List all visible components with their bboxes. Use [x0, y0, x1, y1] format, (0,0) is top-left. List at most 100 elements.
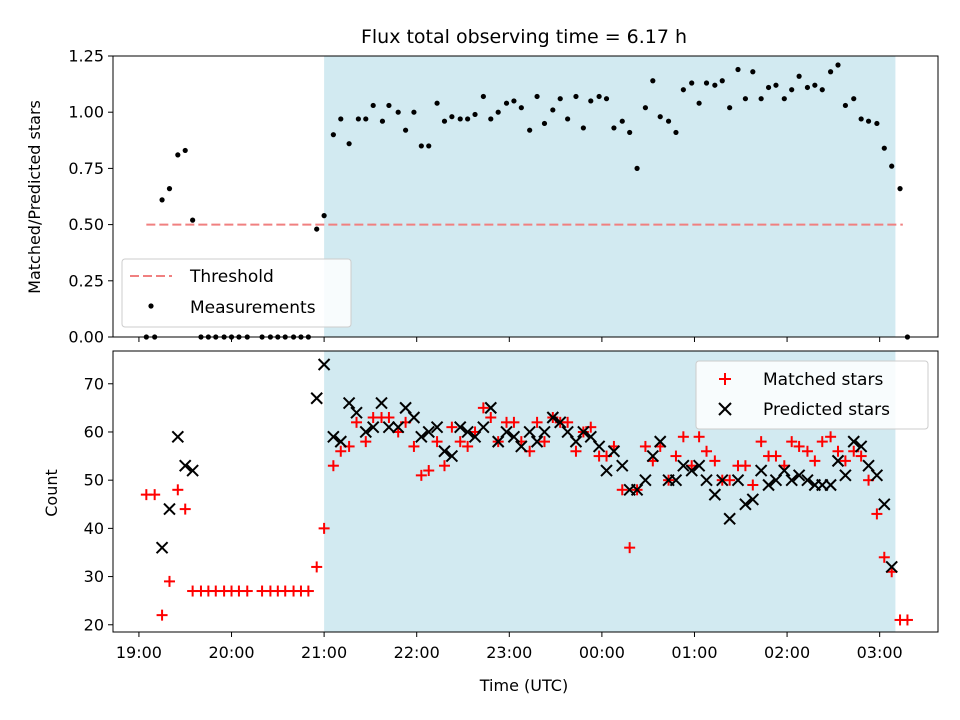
measurement-point: [426, 143, 432, 149]
measurement-point: [858, 116, 864, 122]
measurement-point: [580, 125, 586, 131]
matched-star-points: [140, 402, 913, 626]
measurement-point: [627, 129, 633, 136]
legend-matched-swatch: [719, 373, 731, 385]
top-y-ticks: 0.00 0.25 0.50 0.75 1.00 1.25: [68, 47, 113, 347]
matched-star-point: [770, 450, 782, 462]
matched-star-point: [825, 431, 837, 443]
measurement-point: [321, 213, 327, 219]
predicted-star-point: [854, 440, 868, 453]
matched-star-point: [693, 431, 705, 443]
predicted-star-point: [538, 425, 551, 439]
predicted-star-point: [716, 473, 729, 487]
predicted-star-point: [445, 449, 459, 463]
measurement-point: [881, 145, 887, 151]
predicted-star-point: [477, 420, 490, 434]
measurement-point: [758, 96, 764, 102]
top-plot-frame: [112, 55, 939, 338]
measurement-point: [338, 116, 344, 122]
measurement-point: [159, 197, 165, 203]
measurement-point: [750, 69, 756, 75]
measurement-point: [527, 127, 533, 133]
matched-star-point: [624, 542, 636, 554]
matched-star-point: [839, 455, 851, 467]
measurement-point: [449, 114, 455, 120]
predicted-star-point: [163, 502, 176, 516]
measurement-point: [611, 125, 617, 131]
matched-star-point: [318, 522, 330, 534]
measurement-point: [665, 118, 672, 124]
predicted-star-point: [885, 560, 898, 574]
x-tick-label: 02:00: [764, 643, 810, 662]
matched-star-point: [801, 445, 813, 457]
matched-star-point: [360, 436, 372, 448]
matched-star-point: [179, 503, 191, 515]
legend-measurements-swatch: [148, 303, 154, 309]
measurement-point: [534, 93, 540, 100]
figure-title: Flux total observing time = 6.17 h: [361, 26, 687, 48]
x-tick-label: 00:00: [579, 643, 625, 662]
predicted-star-point: [700, 473, 713, 487]
top-panel: 0.00 0.25 0.50 0.75 1.00 1.25 Matched/Predict…: [25, 47, 939, 347]
x-tick-label: 19:00: [116, 643, 162, 662]
measurement-point: [550, 107, 556, 113]
measurement-point: [480, 93, 486, 100]
predicted-star-point: [327, 430, 340, 444]
measurement-point: [379, 118, 386, 124]
matched-star-point: [677, 431, 689, 443]
measurement-point: [789, 87, 795, 93]
measurement-point: [166, 186, 173, 192]
matched-star-point: [508, 416, 520, 428]
measurement-point: [457, 116, 463, 122]
bottom-plot-frame: [112, 350, 939, 633]
measurement-point: [689, 80, 695, 86]
measurement-point: [765, 84, 772, 91]
predicted-star-point: [669, 473, 683, 487]
predicted-star-point: [523, 425, 536, 439]
measurement-point: [363, 116, 369, 122]
matched-star-point: [755, 436, 767, 448]
matched-star-point: [351, 416, 363, 428]
measurement-point: [712, 82, 718, 88]
measurement-point: [565, 116, 571, 122]
matched-star-point: [531, 416, 543, 428]
predicted-star-point: [569, 435, 583, 448]
measurement-point: [465, 116, 471, 122]
matched-star-point: [701, 445, 713, 457]
bottom-legend-box: [695, 360, 929, 430]
matched-star-point: [423, 465, 435, 477]
predicted-star-point: [731, 473, 745, 487]
matched-star-point: [616, 484, 628, 496]
measurement-point: [851, 96, 857, 102]
measurement-point: [874, 120, 880, 127]
measurement-point: [719, 78, 725, 84]
matched-star-point: [816, 436, 828, 448]
predicted-star-point: [592, 440, 606, 453]
x-tick-label: 21:00: [301, 643, 347, 662]
top-x-ticks: [138, 337, 881, 342]
predicted-star-point: [654, 435, 667, 448]
predicted-star-point: [878, 498, 891, 511]
legend-matched-label: Matched stars: [763, 370, 883, 390]
predicted-star-point: [310, 392, 323, 405]
matched-star-point: [172, 484, 184, 496]
matched-star-point: [793, 440, 805, 452]
predicted-star-point: [600, 464, 613, 477]
measurement-point: [330, 132, 336, 138]
measurement-point: [804, 84, 811, 91]
x-tick-label: 03:00: [857, 643, 903, 662]
predicted-star-point: [484, 401, 497, 415]
measurement-point: [742, 96, 749, 102]
measurement-point: [696, 100, 702, 106]
predicted-star-point: [507, 430, 521, 444]
measurement-point: [735, 66, 741, 73]
predicted-star-point: [646, 449, 660, 463]
measurement-point: [503, 100, 510, 106]
measurement-point: [346, 141, 352, 147]
predicted-star-point: [515, 440, 528, 453]
measurement-point: [619, 118, 625, 124]
top-y-axis-label: Matched/Predicted stars: [25, 100, 44, 294]
predicted-star-point: [685, 464, 698, 477]
measurement-point: [434, 100, 440, 106]
matched-star-point: [335, 445, 347, 457]
